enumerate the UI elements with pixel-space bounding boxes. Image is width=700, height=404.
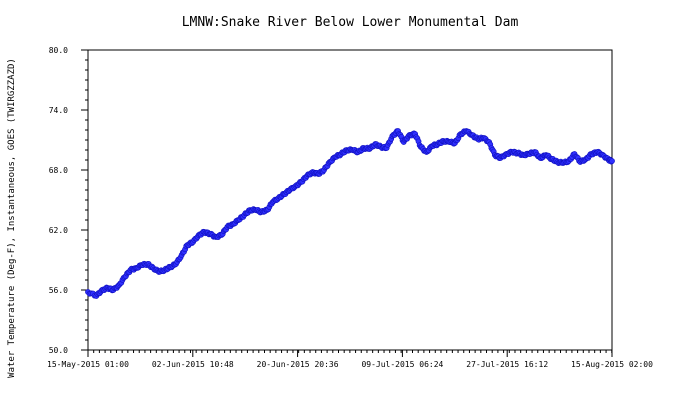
axes (87, 49, 613, 351)
data-point (609, 158, 615, 164)
x-tick-label: 15-May-2015 01:00 (47, 360, 129, 369)
y-tick-label: 56.0 (49, 286, 68, 295)
chart-title: LMNW:Snake River Below Lower Monumental … (182, 15, 519, 30)
y-axis-label: Water Temperature (Deg-F), Instantaneous… (7, 58, 17, 378)
x-tick-label: 20-Jun-2015 20:36 (257, 360, 339, 369)
data-points (85, 128, 615, 299)
x-tick-label: 27-Jul-2015 16:12 (466, 360, 548, 369)
y-tick-label: 62.0 (49, 226, 68, 235)
ticks: 50.0 56.0 62.0 68.0 74.0 80.0 15-May-2015 01:0… (47, 46, 653, 369)
y-tick-label: 74.0 (49, 106, 68, 115)
x-tick-label: 02-Jun-2015 10:48 (152, 360, 234, 369)
y-tick-label: 50.0 (49, 346, 68, 355)
plot-frame (87, 49, 613, 351)
y-tick-label: 68.0 (49, 166, 68, 175)
y-tick-label: 80.0 (49, 46, 68, 55)
x-tick-label: 09-Jul-2015 06:24 (361, 360, 443, 369)
x-tick-label: 15-Aug-2015 02:00 (571, 360, 653, 369)
